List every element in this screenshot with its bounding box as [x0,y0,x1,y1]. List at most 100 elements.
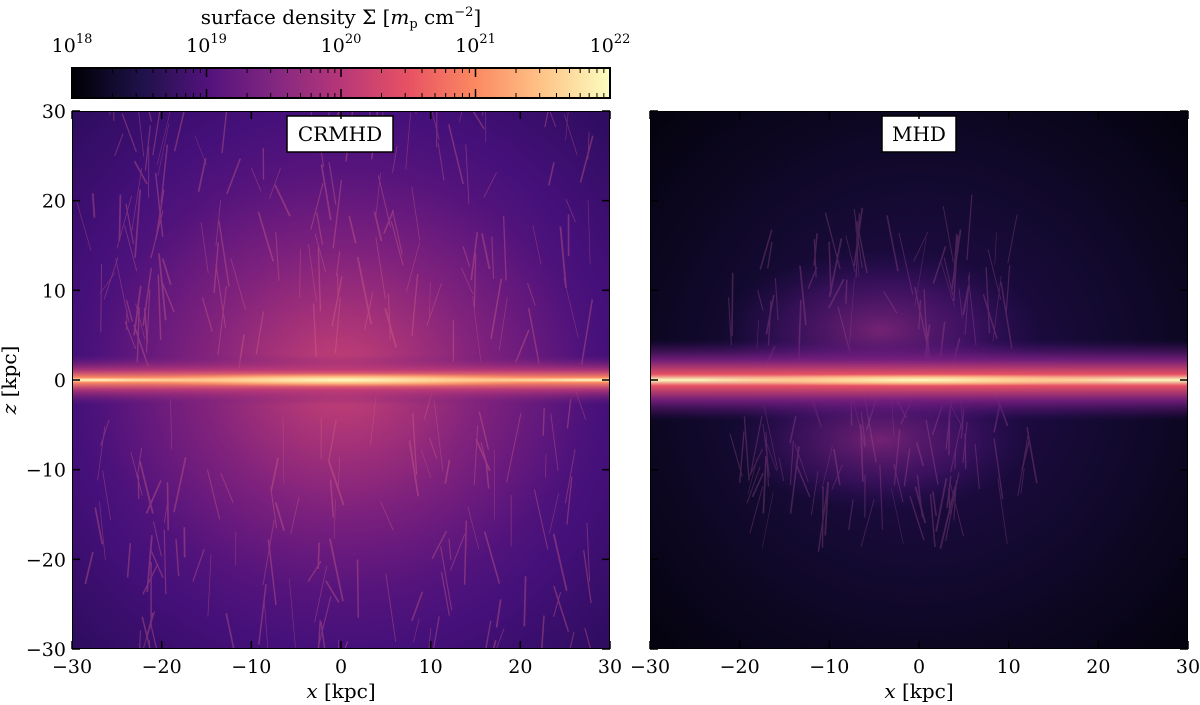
filament [331,276,343,327]
filament [220,472,234,503]
filament [940,262,956,307]
filament [213,242,219,293]
filament [749,415,763,476]
filament [563,278,579,338]
filament [1007,214,1018,264]
filament [124,225,138,272]
filament [1020,468,1025,494]
filament [523,576,527,627]
filament [964,272,971,335]
filament [390,221,404,266]
filament [587,199,591,265]
filament [121,113,137,153]
filament [142,563,159,595]
filament [942,205,954,263]
filament [541,615,545,649]
filament [325,580,340,603]
filament [142,611,156,649]
filament [320,621,326,649]
filament [799,265,807,326]
filament [506,413,522,483]
filament [428,628,432,649]
filament [789,440,794,485]
filament [335,251,341,276]
filament [929,493,936,548]
crmhd-label: CRMHD [298,122,382,146]
filament [114,133,124,157]
filament [485,111,487,143]
filament [994,232,997,265]
filament [270,457,279,492]
crmhd-ylabel: z [kpc] [0,346,21,416]
filament [142,267,153,326]
filament [160,144,169,204]
filament [138,643,142,649]
filament [153,521,162,557]
filament [163,529,167,595]
filament [824,481,829,536]
filament [879,464,884,530]
y-tick-label: −10 [26,460,66,482]
filament [426,283,442,326]
crmhd-label-box: CRMHD [286,115,394,153]
y-tick-label: 10 [42,280,66,302]
filament [102,470,111,521]
filament [813,238,817,278]
filament [448,538,452,560]
filament [375,236,386,300]
filament [564,449,576,504]
filament [99,272,116,294]
filament [274,502,285,531]
filament [387,293,391,340]
y-tick-label: −20 [26,549,66,571]
filament [795,463,811,498]
filament [485,620,492,649]
filament [807,267,818,290]
x-tick-label: 10 [419,656,443,678]
filament [579,135,594,183]
filament [945,472,960,541]
filament [559,226,567,288]
filament [163,502,169,523]
filament [566,476,573,525]
x-tick-label: 20 [1086,656,1110,678]
filament [384,308,397,348]
colorbar-tick-label: 1021 [455,32,496,57]
x-tick-label: 0 [335,656,347,678]
filament [144,125,151,171]
filament [149,639,151,649]
colorbar-tick-label: 1018 [52,32,93,57]
filament [264,601,269,649]
filament [985,267,991,334]
filament [492,639,497,649]
filament [329,479,335,518]
filament [217,286,227,355]
filament [431,530,447,560]
filament [997,477,1008,545]
filament [729,433,743,477]
filament [91,193,96,218]
filament [268,168,281,200]
filament [774,277,779,321]
filament [485,461,490,489]
filament [810,471,819,516]
filament [953,235,959,302]
filament [116,195,132,249]
filament [377,175,392,228]
filament [987,249,1002,300]
filament [542,407,545,436]
filament [282,417,285,485]
filament [490,278,503,340]
filament [314,565,328,623]
filament [148,111,153,122]
filament [316,212,324,245]
filament [731,272,734,337]
filament [762,423,771,477]
filament [221,111,228,154]
filament [547,162,555,186]
filament [139,461,154,514]
crmhd-xlabel: x [kpc] [306,679,375,703]
filament [932,491,937,517]
filament [845,279,848,304]
